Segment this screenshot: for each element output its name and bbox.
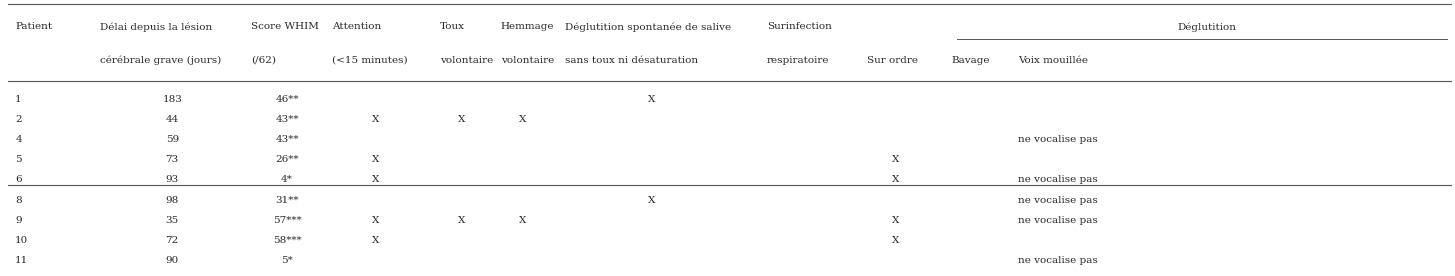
Text: X: X: [372, 236, 380, 245]
Text: 35: 35: [166, 216, 179, 225]
Text: 5: 5: [15, 155, 22, 164]
Text: X: X: [649, 95, 656, 104]
Text: respiratoire: respiratoire: [767, 56, 829, 65]
Text: 183: 183: [163, 95, 182, 104]
Text: ne vocalise pas: ne vocalise pas: [1018, 256, 1099, 265]
Text: 4*: 4*: [281, 176, 292, 184]
Text: 59: 59: [166, 135, 179, 144]
Text: Sur ordre: Sur ordre: [867, 56, 918, 65]
Text: Patient: Patient: [15, 22, 52, 31]
Text: 90: 90: [166, 256, 179, 265]
Text: (<15 minutes): (<15 minutes): [332, 56, 407, 65]
Text: 4: 4: [15, 135, 22, 144]
Text: X: X: [649, 196, 656, 205]
Text: sans toux ni désaturation: sans toux ni désaturation: [565, 56, 698, 65]
Text: 2: 2: [15, 115, 22, 124]
Text: volontaire: volontaire: [501, 56, 554, 65]
Text: 72: 72: [166, 236, 179, 245]
Text: ne vocalise pas: ne vocalise pas: [1018, 176, 1099, 184]
Text: Surinfection: Surinfection: [767, 22, 832, 31]
Text: Hemmage: Hemmage: [501, 22, 554, 31]
Text: X: X: [372, 176, 380, 184]
Text: Déglutition: Déglutition: [1177, 22, 1237, 31]
Text: Délai depuis la lésion: Délai depuis la lésion: [99, 22, 212, 31]
Text: 73: 73: [166, 155, 179, 164]
Text: 58***: 58***: [272, 236, 301, 245]
Text: 10: 10: [15, 236, 29, 245]
Text: X: X: [892, 236, 899, 245]
Text: X: X: [892, 176, 899, 184]
Text: 93: 93: [166, 176, 179, 184]
Text: ne vocalise pas: ne vocalise pas: [1018, 196, 1099, 205]
Text: 43**: 43**: [275, 135, 298, 144]
Text: Toux: Toux: [439, 22, 464, 31]
Text: X: X: [519, 115, 527, 124]
Text: Bavage: Bavage: [952, 56, 989, 65]
Text: volontaire: volontaire: [439, 56, 493, 65]
Text: 31**: 31**: [275, 196, 298, 205]
Text: X: X: [892, 155, 899, 164]
Text: Attention: Attention: [332, 22, 381, 31]
Text: X: X: [372, 115, 380, 124]
Text: Voix mouillée: Voix mouillée: [1018, 56, 1088, 65]
Text: 5*: 5*: [281, 256, 292, 265]
Text: Score WHIM: Score WHIM: [250, 22, 319, 31]
Text: ne vocalise pas: ne vocalise pas: [1018, 135, 1099, 144]
Text: 9: 9: [15, 216, 22, 225]
Text: 11: 11: [15, 256, 29, 265]
Text: ne vocalise pas: ne vocalise pas: [1018, 216, 1099, 225]
Text: X: X: [372, 216, 380, 225]
Text: 46**: 46**: [275, 95, 298, 104]
Text: X: X: [458, 115, 466, 124]
Text: 98: 98: [166, 196, 179, 205]
Text: Déglutition spontanée de salive: Déglutition spontanée de salive: [565, 22, 730, 31]
Text: (/62): (/62): [250, 56, 275, 65]
Text: 43**: 43**: [275, 115, 298, 124]
Text: X: X: [458, 216, 466, 225]
Text: cérébrale grave (jours): cérébrale grave (jours): [99, 55, 221, 65]
Text: 57***: 57***: [272, 216, 301, 225]
Text: 6: 6: [15, 176, 22, 184]
Text: 1: 1: [15, 95, 22, 104]
Text: X: X: [892, 216, 899, 225]
Text: 8: 8: [15, 196, 22, 205]
Text: 44: 44: [166, 115, 179, 124]
Text: X: X: [519, 216, 527, 225]
Text: X: X: [372, 155, 380, 164]
Text: 26**: 26**: [275, 155, 298, 164]
